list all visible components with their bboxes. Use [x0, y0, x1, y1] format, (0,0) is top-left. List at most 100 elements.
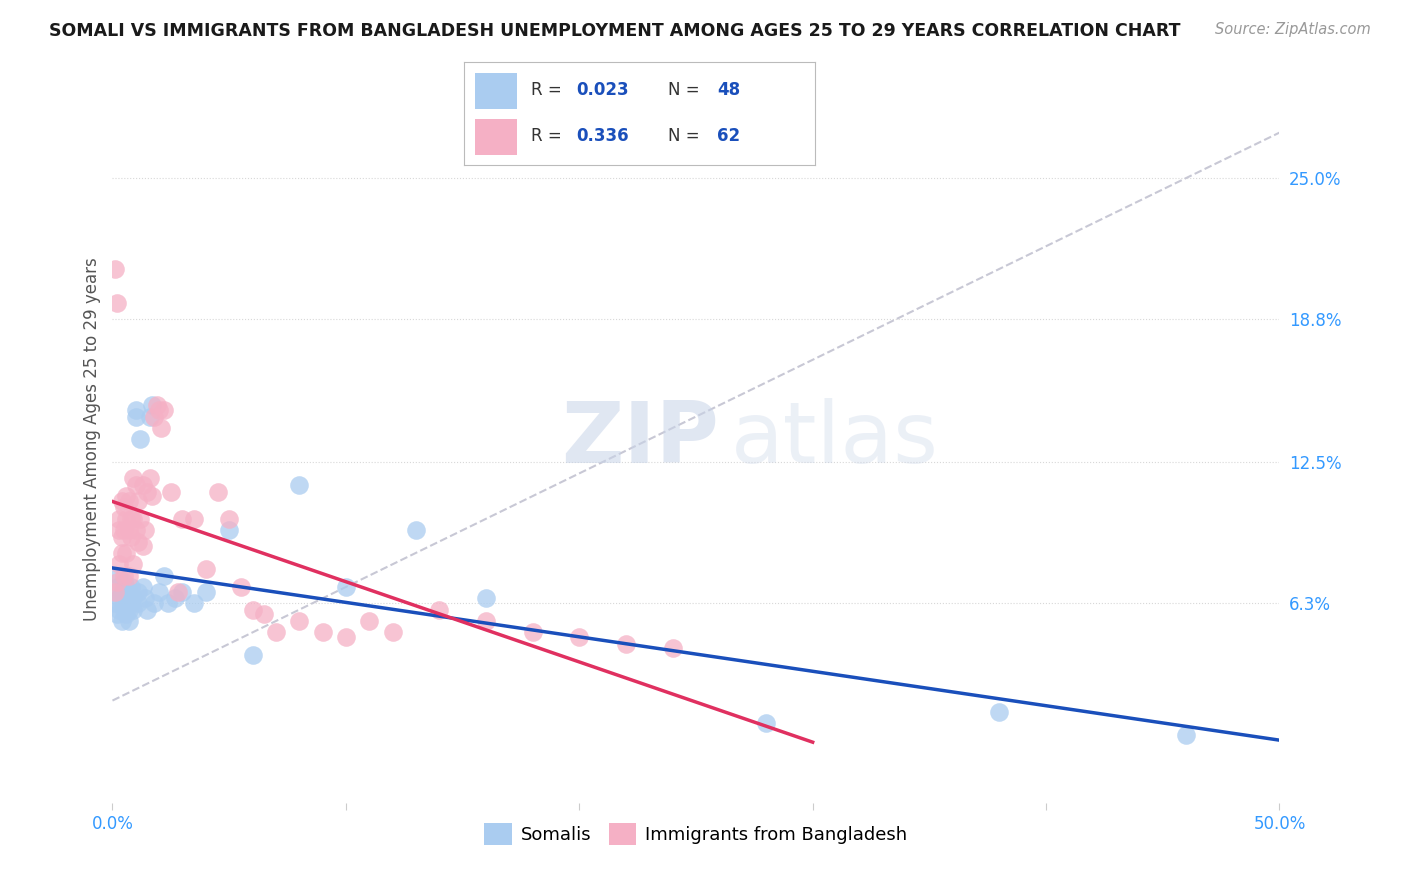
Point: [661, 641, 683, 656]
Point: [112, 568, 135, 582]
Point: [125, 523, 148, 537]
Point: [108, 591, 131, 606]
Point: [218, 512, 240, 526]
Point: [614, 637, 637, 651]
Text: 0.336: 0.336: [576, 128, 628, 145]
Point: [148, 584, 170, 599]
Point: [381, 625, 404, 640]
Point: [112, 523, 135, 537]
Point: [104, 596, 127, 610]
Point: [127, 584, 149, 599]
Point: [207, 484, 229, 499]
Point: [136, 603, 159, 617]
Point: [127, 596, 149, 610]
Point: [288, 477, 311, 491]
Point: [120, 596, 142, 610]
Point: [115, 489, 138, 503]
Point: [108, 558, 131, 572]
Y-axis label: Unemployment Among Ages 25 to 29 years: Unemployment Among Ages 25 to 29 years: [83, 258, 101, 621]
Text: 62: 62: [717, 128, 740, 145]
Point: [115, 546, 138, 560]
Point: [475, 591, 498, 606]
Point: [115, 512, 138, 526]
Point: [120, 580, 142, 594]
Point: [229, 580, 252, 594]
Point: [143, 596, 166, 610]
Point: [125, 477, 148, 491]
Point: [172, 584, 194, 599]
Point: [264, 625, 287, 640]
Point: [1175, 728, 1198, 742]
Text: N =: N =: [668, 81, 704, 99]
Point: [111, 614, 134, 628]
Point: [139, 471, 162, 485]
Point: [118, 568, 141, 582]
FancyBboxPatch shape: [475, 119, 517, 155]
Text: R =: R =: [531, 81, 567, 99]
Point: [153, 568, 176, 582]
Point: [194, 584, 217, 599]
Point: [335, 630, 357, 644]
Point: [108, 568, 131, 582]
Point: [118, 584, 141, 599]
Point: [104, 261, 127, 276]
Point: [150, 421, 173, 435]
Point: [125, 409, 148, 424]
Point: [475, 614, 498, 628]
Legend: Somalis, Immigrants from Bangladesh: Somalis, Immigrants from Bangladesh: [477, 815, 915, 852]
Point: [755, 716, 778, 731]
Point: [120, 530, 142, 544]
Point: [311, 625, 333, 640]
Text: atlas: atlas: [731, 398, 939, 481]
Point: [143, 409, 166, 424]
Point: [122, 512, 145, 526]
Point: [115, 607, 138, 622]
Point: [105, 580, 128, 594]
Point: [108, 523, 131, 537]
Point: [134, 523, 156, 537]
Point: [335, 580, 357, 594]
Point: [125, 402, 148, 417]
Point: [112, 603, 135, 617]
Point: [132, 477, 155, 491]
Point: [115, 591, 138, 606]
Point: [111, 530, 134, 544]
Point: [218, 523, 240, 537]
Point: [288, 614, 311, 628]
Point: [112, 575, 135, 590]
Point: [115, 580, 138, 594]
Point: [105, 296, 128, 310]
Point: [183, 512, 205, 526]
Point: [111, 493, 134, 508]
Point: [122, 603, 145, 617]
Point: [148, 402, 170, 417]
FancyBboxPatch shape: [475, 73, 517, 109]
Point: [122, 591, 145, 606]
Point: [242, 648, 264, 662]
Point: [988, 705, 1011, 719]
Point: [194, 562, 217, 576]
Point: [118, 614, 141, 628]
Point: [132, 580, 155, 594]
Point: [112, 500, 135, 515]
Point: [172, 512, 194, 526]
Text: 0.023: 0.023: [576, 81, 628, 99]
Text: Source: ZipAtlas.com: Source: ZipAtlas.com: [1215, 22, 1371, 37]
Point: [122, 471, 145, 485]
Point: [118, 603, 141, 617]
Point: [120, 512, 142, 526]
Point: [112, 596, 135, 610]
Point: [108, 603, 131, 617]
Text: 48: 48: [717, 81, 740, 99]
Point: [153, 402, 176, 417]
Point: [132, 539, 155, 553]
Point: [122, 558, 145, 572]
Point: [405, 523, 427, 537]
Text: SOMALI VS IMMIGRANTS FROM BANGLADESH UNEMPLOYMENT AMONG AGES 25 TO 29 YEARS CORR: SOMALI VS IMMIGRANTS FROM BANGLADESH UNE…: [49, 22, 1181, 40]
Point: [118, 523, 141, 537]
Point: [139, 409, 162, 424]
Point: [127, 493, 149, 508]
Point: [522, 625, 544, 640]
Point: [165, 591, 187, 606]
Text: N =: N =: [668, 128, 704, 145]
